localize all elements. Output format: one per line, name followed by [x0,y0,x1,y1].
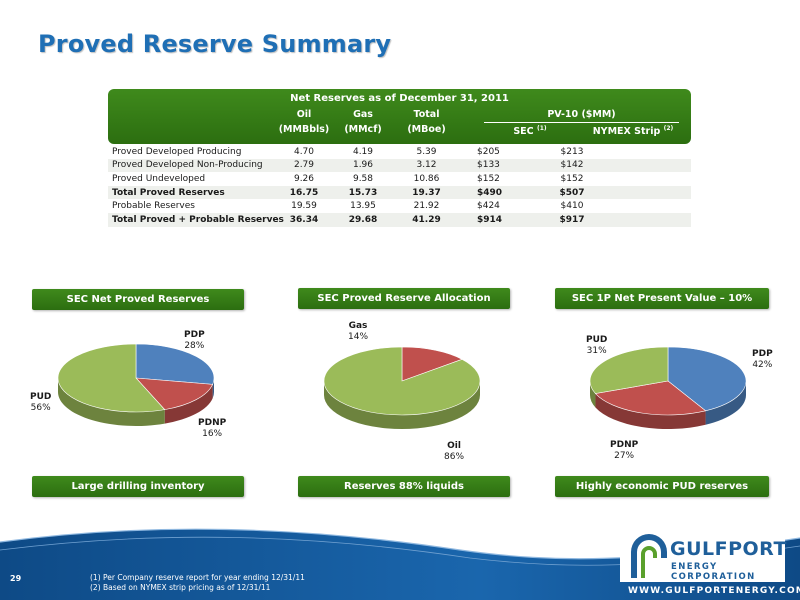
col-oil-unit: (MMBbls) [278,124,330,135]
row-name: Proved Developed Non-Producing [112,160,263,171]
pie2-label-pud: PUD 31% [586,335,608,356]
table-body: Proved Developed Producing 4.70 4.19 5.39 $2… [108,145,691,227]
pie-slice-pdp [135,343,215,385]
pie-slice-pud [57,343,166,413]
npv-pie [588,343,758,447]
gulfport-logo-icon [631,534,667,578]
col-gas-unit: (MMcf) [344,124,382,135]
pie0-label-pdnp: PDNP 16% [198,418,227,439]
page-title: Proved Reserve Summary [38,30,392,58]
row-name: Probable Reserves [112,201,195,212]
cell-total: 41.29 [412,214,441,225]
pie-slice-pdnp [594,380,707,416]
pie-slice-side-pdnp [164,384,213,424]
table-row: Proved Developed Producing 4.70 4.19 5.39 $2… [108,145,691,159]
pie2-label-pdp: PDP 42% [752,349,773,370]
npv-label: SEC 1P Net Present Value – 10% [555,288,769,309]
table-row: Total Proved + Probable Reserves 36.34 29.… [108,212,691,227]
table-row: Proved Undeveloped 9.26 9.58 10.86 $152 $152 [108,172,691,186]
cell-gas: 4.19 [352,146,374,157]
cell-oil: 16.75 [289,187,319,198]
cell-total: 19.37 [412,187,441,198]
cell-nymex: $410 [560,201,584,212]
pie-slice-side-oil [324,381,480,429]
cell-nymex: $507 [559,187,585,198]
cell-nymex: $142 [560,160,584,171]
cell-gas: 9.58 [352,173,374,184]
cell-sec: $133 [477,160,500,171]
table-row: Total Proved Reserves 16.75 15.73 19.37 $490… [108,185,691,200]
cell-gas: 1.96 [352,160,374,171]
cell-oil: 36.34 [289,214,319,225]
col-total: Total [413,109,440,120]
col-nymex: NYMEX Strip (2) [592,125,674,138]
cell-oil: 2.79 [293,160,315,171]
net-proved-caption: Large drilling inventory [32,476,244,497]
col-oil: Oil [296,109,312,120]
net-proved-pie [56,340,221,444]
cell-nymex: $213 [560,146,584,157]
cell-nymex: $152 [560,173,584,184]
row-name: Proved Developed Producing [112,146,242,157]
logo-url: WWW.GULFPORTENERGY.COM [628,586,800,596]
pie-slice-side-pdp [705,381,746,425]
cell-total: 3.12 [416,160,437,171]
col-gas: Gas [353,109,373,120]
pie0-label-pdp: PDP 28% [184,330,205,351]
cell-nymex: $917 [559,214,585,225]
page-number: 29 [10,574,22,583]
cell-sec: $424 [477,201,500,212]
cell-total: 21.92 [413,201,440,212]
logo-subtitle: ENERGY CORPORATION [671,562,756,582]
footnotes: (1) Per Company reserve report for year … [90,573,305,593]
pie-slice-gas [401,346,463,382]
allocation-caption: Reserves 88% liquids [298,476,510,497]
net-proved-label: SEC Net Proved Reserves [32,289,244,310]
footnote-2: (2) Based on NYMEX strip pricing as of 1… [90,583,271,592]
row-name: Proved Undeveloped [112,173,206,184]
cell-oil: 9.26 [293,173,315,184]
footnote-1: (1) Per Company reserve report for year … [90,573,305,582]
cell-sec: $205 [477,146,500,157]
cell-oil: 19.59 [291,201,317,212]
pie1-label-oil: Oil 86% [444,441,465,462]
pie-slice-side-pdp [212,378,214,399]
pie0-label-pud: PUD 56% [30,392,52,413]
allocation-label: SEC Proved Reserve Allocation [298,288,510,309]
col-sec: SEC (1) [513,125,547,138]
table-header: Net Reserves as of December 31, 2011 Oil… [108,89,691,144]
cell-gas: 29.68 [348,214,378,225]
col-total-unit: (MBoe) [407,124,446,135]
allocation-pie [322,343,492,447]
reserves-table: Net Reserves as of December 31, 2011 Oil… [108,89,691,227]
cell-sec: $914 [477,214,503,225]
table-header-title: Net Reserves as of December 31, 2011 [290,93,509,104]
cell-oil: 4.70 [293,146,315,157]
logo-name: GULFPORT [670,538,787,560]
cell-total: 10.86 [413,173,440,184]
cell-gas: 15.73 [348,187,378,198]
cell-sec: $490 [477,187,503,198]
pie-slice-pdnp [135,377,214,410]
pie-slice-pud [589,346,669,394]
cell-total: 5.39 [416,146,437,157]
pie-slice-pdp [667,346,747,412]
pv10-underline [484,122,679,123]
pie-slice-oil [323,346,481,416]
table-row: Probable Reserves 19.59 13.95 21.92 $424 $410 [108,199,691,213]
row-name: Total Proved Reserves [112,187,225,198]
col-pv10: PV-10 ($MM) [547,109,616,120]
cell-sec: $152 [477,173,500,184]
pie-slice-side-pdnp [595,393,706,429]
row-name: Total Proved + Probable Reserves [112,214,284,225]
cell-gas: 13.95 [350,201,376,212]
table-row: Proved Developed Non-Producing 2.79 1.96 3.… [108,158,691,173]
pie2-label-pdnp: PDNP 27% [610,440,639,461]
npv-caption: Highly economic PUD reserves [555,476,769,497]
pie-slice-side-pud [58,378,165,426]
pie1-label-gas: Gas 14% [348,321,369,342]
